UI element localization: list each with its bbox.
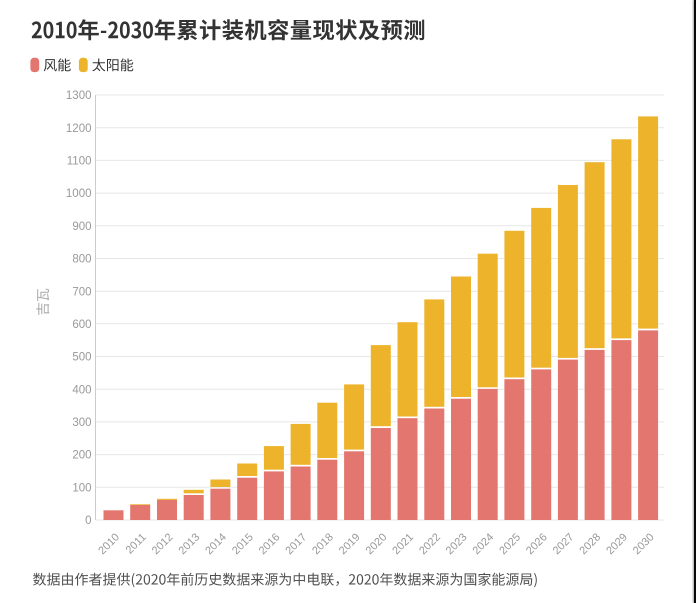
svg-text:1100: 1100 <box>67 156 92 168</box>
svg-text:2010: 2010 <box>96 531 122 557</box>
svg-text:2015: 2015 <box>230 531 256 557</box>
svg-text:2025: 2025 <box>497 531 523 557</box>
svg-text:2019: 2019 <box>337 531 363 557</box>
svg-text:2014: 2014 <box>203 531 229 557</box>
svg-text:0: 0 <box>85 515 91 527</box>
svg-text:2017: 2017 <box>283 531 309 557</box>
svg-text:2024: 2024 <box>471 531 497 557</box>
svg-text:1200: 1200 <box>66 123 92 135</box>
svg-text:300: 300 <box>72 417 91 429</box>
svg-text:600: 600 <box>72 319 91 331</box>
svg-text:2021: 2021 <box>390 531 416 557</box>
svg-text:700: 700 <box>72 286 91 298</box>
svg-text:2030: 2030 <box>631 531 657 557</box>
svg-text:2016: 2016 <box>257 531 283 557</box>
svg-text:2020: 2020 <box>364 531 390 557</box>
svg-text:1300: 1300 <box>66 90 92 102</box>
svg-text:800: 800 <box>72 254 91 266</box>
svg-text:900: 900 <box>72 221 91 233</box>
svg-text:2012: 2012 <box>150 531 176 557</box>
svg-text:2026: 2026 <box>524 531 550 557</box>
svg-text:2022: 2022 <box>417 531 443 557</box>
svg-text:100: 100 <box>72 482 91 494</box>
svg-text:2029: 2029 <box>604 531 630 557</box>
svg-text:1000: 1000 <box>66 188 92 200</box>
svg-text:200: 200 <box>72 450 91 462</box>
svg-text:2018: 2018 <box>310 531 336 557</box>
svg-text:2023: 2023 <box>444 531 470 557</box>
svg-text:2013: 2013 <box>177 531 203 557</box>
svg-text:2027: 2027 <box>551 531 577 557</box>
svg-text:400: 400 <box>72 384 91 396</box>
svg-text:500: 500 <box>72 352 91 364</box>
svg-text:2028: 2028 <box>577 531 603 557</box>
svg-text:2011: 2011 <box>124 531 149 556</box>
